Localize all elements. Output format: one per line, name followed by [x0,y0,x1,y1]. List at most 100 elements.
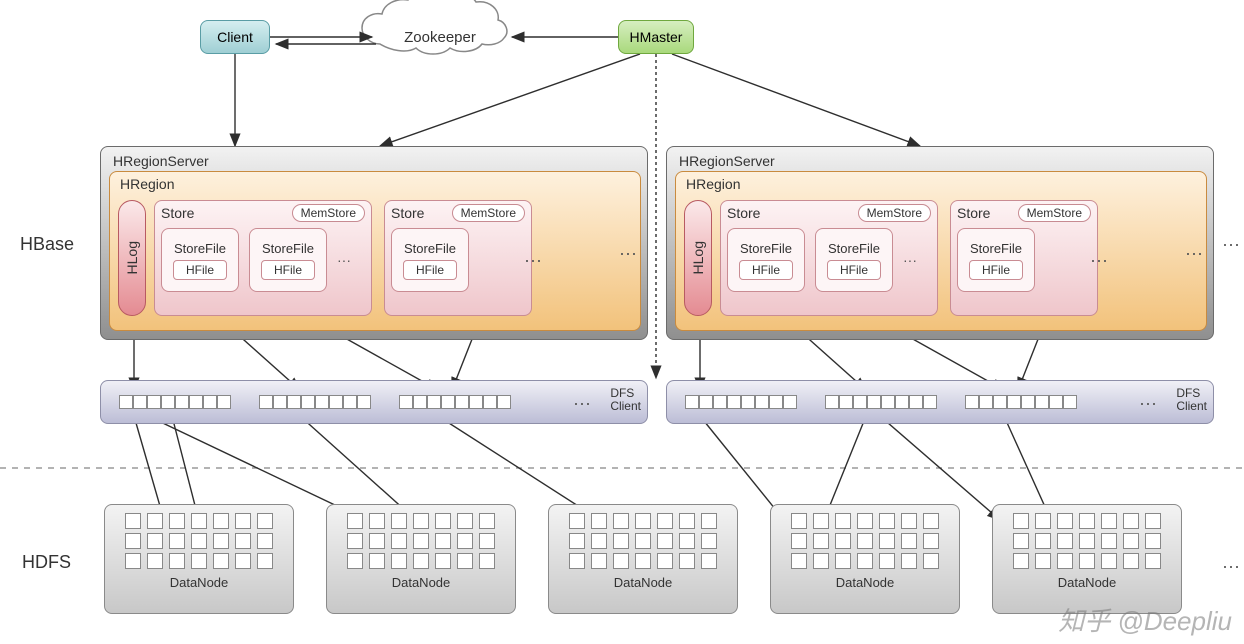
dfs-block [979,395,993,409]
datanode-block [879,553,895,569]
dfs-block [399,395,413,409]
datanode-block [879,533,895,549]
datanode-block [857,533,873,549]
dfs-block [909,395,923,409]
datanode-block [657,513,673,529]
storefile: StoreFileHFile [391,228,469,292]
datanode-block [213,513,229,529]
store: StoreMemStoreStoreFileHFile [950,200,1098,316]
datanode-block [457,513,473,529]
storefile-label: StoreFile [404,241,456,256]
datanode-block [257,533,273,549]
datanode-block [679,533,695,549]
datanode-block [1057,553,1073,569]
storefile-label: StoreFile [262,241,314,256]
dfs-block [315,395,329,409]
watermark: 知乎 @Deepliu [1058,601,1232,638]
dfs-block [273,395,287,409]
dfs-client-label: DFS Client [610,387,641,413]
arrow-hmaster-rs2 [672,54,920,146]
storefile: StoreFileHFile [249,228,327,292]
datanode-block [391,513,407,529]
datanode-block [1145,513,1161,529]
datanode-block [791,533,807,549]
datanode-block [923,553,939,569]
datanode-block [125,513,141,529]
datanode-block [635,513,651,529]
store-label: Store [391,205,424,221]
datanode-block [923,513,939,529]
datanode-block [1079,513,1095,529]
hregionserver: HRegionServerHRegionHLogStoreMemStoreSto… [100,146,648,340]
store: StoreMemStoreStoreFileHFile [384,200,532,316]
datanode-block [1101,553,1117,569]
datanode-block [1079,533,1095,549]
datanode-block [235,533,251,549]
datanode-block [235,553,251,569]
dfs-block [783,395,797,409]
datanode-block [147,553,163,569]
store-label: Store [727,205,760,221]
datanode-block [923,533,939,549]
datanode: DataNode [770,504,960,614]
datanode-block [1123,553,1139,569]
client-label: Client [217,29,253,45]
datanode-block [879,513,895,529]
storefile: StoreFileHFile [161,228,239,292]
datanode-block [569,553,585,569]
ellipsis-storefile: ··· [337,252,351,268]
datanode-block [235,513,251,529]
dfs-block [965,395,979,409]
datanode-block [213,553,229,569]
store: StoreMemStoreStoreFileHFileStoreFileHFil… [154,200,372,316]
datanode-block [835,513,851,529]
dfs-block [133,395,147,409]
hlog-label: HLog [124,241,140,274]
dfs-block [685,395,699,409]
storefile-label: StoreFile [740,241,792,256]
dfs-block [497,395,511,409]
hlog: HLog [118,200,146,316]
dfs-block [469,395,483,409]
dfs-block-strip [399,395,511,409]
ellipsis-hregion: ··· [619,243,637,264]
datanode: DataNode [992,504,1182,614]
datanode: DataNode [326,504,516,614]
memstore: MemStore [1018,204,1091,222]
dfs-client: ···DFS Client [100,380,648,424]
datanode-block [701,553,717,569]
datanode-block [369,533,385,549]
datanode-block [657,533,673,549]
hmaster-label: HMaster [630,29,683,45]
datanode-block [347,533,363,549]
ellipsis-hregion: ··· [1185,243,1203,264]
storefile-label: StoreFile [970,241,1022,256]
dfs-block-strip [685,395,797,409]
dfs-block [727,395,741,409]
datanode: DataNode [548,504,738,614]
datanode-block [591,553,607,569]
arrow-hmaster-rs1 [380,54,640,146]
datanode: DataNode [104,504,294,614]
dfs-block [161,395,175,409]
store-label: Store [161,205,194,221]
ellipsis-rs: ··· [1222,234,1240,255]
dfs-block [895,395,909,409]
datanode-block [1101,533,1117,549]
datanode-block [1035,533,1051,549]
dfs-block [483,395,497,409]
datanode-block [169,553,185,569]
hregionserver: HRegionServerHRegionHLogStoreMemStoreSto… [666,146,1214,340]
dfs-block [867,395,881,409]
datanode-block [391,533,407,549]
datanode-block [635,553,651,569]
dfs-block [147,395,161,409]
datanode-block [169,513,185,529]
datanode-block [435,513,451,529]
datanode-block [1123,513,1139,529]
dfs-block [357,395,371,409]
dfs-block [287,395,301,409]
hlog-label: HLog [690,241,706,274]
datanode-block [413,533,429,549]
datanode-block [791,553,807,569]
